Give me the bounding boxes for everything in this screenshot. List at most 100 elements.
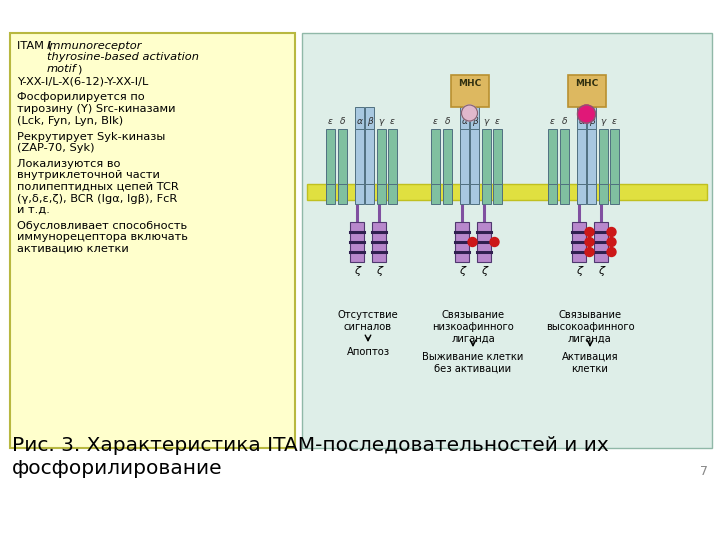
Text: ζ: ζ (576, 266, 582, 276)
Bar (451, 75, 488, 107)
Text: внутриклеточной части: внутриклеточной части (17, 171, 160, 180)
Bar (577, 129, 586, 184)
Bar (599, 184, 608, 204)
Text: МНС: МНС (458, 79, 481, 88)
Text: ε: ε (433, 117, 438, 126)
Text: δ: δ (340, 117, 346, 126)
Bar (610, 129, 619, 184)
Bar (365, 184, 374, 204)
Bar (587, 184, 596, 204)
Circle shape (585, 227, 594, 237)
Text: МНС: МНС (575, 79, 598, 88)
Bar (548, 184, 557, 204)
Text: Рекрутирует Syk-киназы: Рекрутирует Syk-киназы (17, 132, 166, 141)
Text: motif: motif (47, 64, 77, 74)
Text: ): ) (77, 64, 81, 74)
Text: Связывание
низкоафинного
лиганда: Связывание низкоафинного лиганда (432, 310, 514, 343)
Bar (10, 33, 295, 448)
Circle shape (462, 105, 477, 121)
Text: полипептидных цепей TCR: полипептидных цепей TCR (17, 182, 179, 192)
Bar (377, 184, 386, 204)
Text: Апоптоз: Апоптоз (346, 347, 390, 357)
Bar (455, 222, 469, 262)
Text: thyrosine-based activation: thyrosine-based activation (47, 52, 199, 63)
Text: ITAM (: ITAM ( (17, 41, 52, 51)
Bar (365, 129, 374, 184)
Text: α: α (579, 117, 585, 126)
Bar (493, 184, 502, 204)
Circle shape (585, 247, 594, 256)
Bar (477, 222, 491, 262)
Bar (470, 129, 479, 184)
Text: ε: ε (550, 117, 555, 126)
Text: δ: δ (562, 117, 567, 126)
Text: ζ: ζ (598, 266, 604, 276)
Bar (460, 129, 469, 184)
Text: и т.д.: и т.д. (17, 205, 50, 215)
Bar (431, 184, 440, 204)
Text: ζ: ζ (481, 266, 487, 276)
Text: Локализуются во: Локализуются во (17, 159, 120, 169)
Circle shape (468, 238, 477, 246)
Circle shape (607, 238, 616, 246)
Bar (338, 129, 347, 184)
Circle shape (577, 105, 595, 123)
Bar (587, 107, 596, 129)
Bar (577, 107, 586, 129)
Text: γ: γ (600, 117, 606, 126)
Text: α: α (462, 117, 467, 126)
Text: Выживание клетки
без активации: Выживание клетки без активации (423, 352, 523, 374)
Text: ζ: ζ (376, 266, 382, 276)
Bar (548, 129, 557, 184)
Bar (355, 129, 364, 184)
Text: β: β (472, 117, 477, 126)
Bar (567, 75, 606, 107)
Circle shape (607, 227, 616, 237)
Bar (587, 129, 596, 184)
Text: (Lck, Fyn, Lyn, Blk): (Lck, Fyn, Lyn, Blk) (17, 116, 123, 125)
Text: 7: 7 (700, 465, 708, 478)
Bar (599, 129, 608, 184)
Text: α: α (356, 117, 362, 126)
Text: иммунорецептора включать: иммунорецептора включать (17, 233, 188, 242)
Bar (443, 129, 452, 184)
Text: Immunoreceptor: Immunoreceptor (47, 41, 143, 51)
Bar (302, 33, 712, 448)
Text: β: β (589, 117, 595, 126)
Text: δ: δ (445, 117, 450, 126)
Bar (470, 184, 479, 204)
Text: ζ: ζ (459, 266, 465, 276)
Bar (307, 184, 707, 200)
Bar (431, 129, 440, 184)
Bar (350, 222, 364, 262)
Bar (577, 184, 586, 204)
Bar (560, 129, 569, 184)
Bar (388, 184, 397, 204)
Bar (572, 222, 586, 262)
Text: (γ,δ,ε,ζ), BCR (Igα, Igβ), FcR: (γ,δ,ε,ζ), BCR (Igα, Igβ), FcR (17, 193, 177, 204)
Text: (ZAP-70, Syk): (ZAP-70, Syk) (17, 143, 94, 153)
Bar (482, 129, 491, 184)
Text: фосфорилирование: фосфорилирование (12, 459, 222, 478)
Bar (610, 184, 619, 204)
Bar (470, 107, 479, 129)
Text: Отсутствие
сигналов: Отсутствие сигналов (338, 310, 398, 332)
Text: Рис. 3. Характеристика ITAM-последовательностей и их: Рис. 3. Характеристика ITAM-последовател… (12, 436, 608, 455)
Text: ε: ε (612, 117, 617, 126)
Text: γ: γ (379, 117, 384, 126)
Bar (355, 184, 364, 204)
Bar (372, 222, 386, 262)
Text: Связывание
высокоафинного
лиганда: Связывание высокоафинного лиганда (546, 310, 634, 343)
Text: ζ: ζ (354, 266, 360, 276)
Bar (443, 184, 452, 204)
Text: ε: ε (390, 117, 395, 126)
Text: Y-XX-I/L-X(6-12)-Y-XX-I/L: Y-XX-I/L-X(6-12)-Y-XX-I/L (17, 77, 148, 86)
Bar (377, 129, 386, 184)
Bar (338, 184, 347, 204)
Bar (493, 129, 502, 184)
Text: ε: ε (495, 117, 500, 126)
Bar (460, 107, 469, 129)
Circle shape (585, 238, 594, 246)
Bar (460, 184, 469, 204)
Bar (388, 129, 397, 184)
